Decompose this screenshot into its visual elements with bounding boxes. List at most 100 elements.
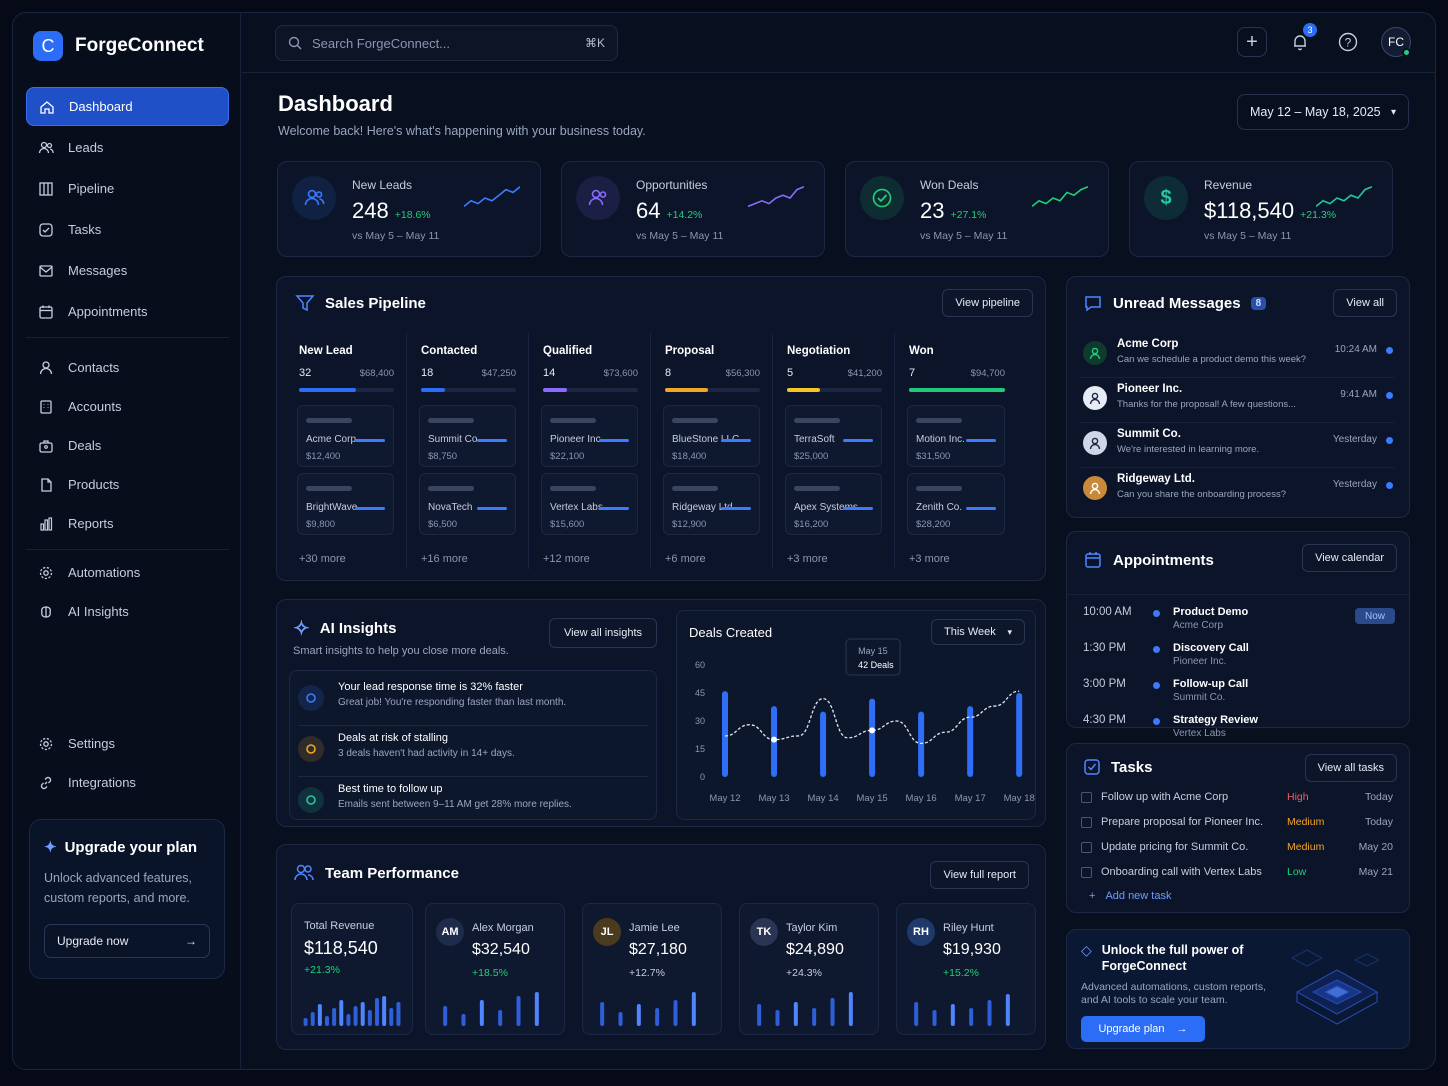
view-pipeline-button[interactable]: View pipeline <box>942 289 1033 317</box>
help-button[interactable]: ? <box>1333 27 1363 57</box>
team-member-card[interactable]: AM Alex Morgan $32,540 +18.5% <box>425 903 565 1035</box>
user-avatar[interactable]: FC <box>1381 27 1411 57</box>
view-calendar-button[interactable]: View calendar <box>1302 544 1397 572</box>
task-checkbox[interactable] <box>1081 842 1092 853</box>
sidebar-item-tasks[interactable]: Tasks <box>26 210 229 249</box>
bar[interactable] <box>1016 693 1023 777</box>
trend-point[interactable] <box>771 736 778 743</box>
message-item[interactable]: Pioneer Inc. Thanks for the proposal! A f… <box>1081 378 1395 423</box>
logo[interactable]: C ForgeConnect <box>33 31 204 61</box>
stage-more-link[interactable]: +3 more <box>787 553 828 565</box>
bar[interactable] <box>918 711 925 777</box>
deal-card[interactable]: Summit Co. $8,750 <box>419 405 516 467</box>
stage-more-link[interactable]: +3 more <box>909 553 950 565</box>
team-member-card[interactable]: RH Riley Hunt $19,930 +15.2% <box>896 903 1036 1035</box>
message-item[interactable]: Summit Co. We're interested in learning m… <box>1081 423 1395 468</box>
task-checkbox[interactable] <box>1081 867 1092 878</box>
bar[interactable] <box>722 691 728 777</box>
mini-bar <box>303 1018 308 1026</box>
deal-value: $22,100 <box>550 451 585 462</box>
appointment-item[interactable]: 4:30 PM Strategy Review Vertex Labs <box>1081 712 1395 748</box>
task-priority: High <box>1287 791 1309 803</box>
view-all-tasks-button[interactable]: View all tasks <box>1304 754 1397 782</box>
deal-card[interactable]: NovaTech $6,500 <box>419 473 516 535</box>
sidebar-item-deals[interactable]: Deals <box>26 426 229 465</box>
appointment-time: 1:30 PM <box>1083 642 1126 654</box>
mini-bar <box>498 1010 503 1026</box>
bar[interactable] <box>967 706 974 777</box>
appointment-item[interactable]: 1:30 PM Discovery Call Pioneer Inc. <box>1081 640 1395 676</box>
view-all-insights-button[interactable]: View all insights <box>549 618 657 648</box>
sidebar-item-leads[interactable]: Leads <box>26 128 229 167</box>
deal-card[interactable]: Pioneer Inc. $22,100 <box>541 405 638 467</box>
deal-card[interactable]: Ridgeway Ltd. $12,900 <box>663 473 760 535</box>
message-item[interactable]: Ridgeway Ltd. Can you share the onboardin… <box>1081 468 1395 513</box>
deal-card[interactable]: BlueStone LLC $18,400 <box>663 405 760 467</box>
date-range-picker[interactable]: May 12 – May 18, 2025 ▾ <box>1237 94 1409 130</box>
deal-progress <box>966 507 996 510</box>
sidebar-item-automations[interactable]: Automations <box>26 553 229 592</box>
team-member-card[interactable]: TK Taylor Kim $24,890 +24.3% <box>739 903 879 1035</box>
sidebar-item-label: Settings <box>68 736 115 751</box>
upgrade-plan-button[interactable]: Upgrade plan → <box>1081 1016 1205 1042</box>
member-revenue: $32,540 <box>472 941 530 958</box>
deal-card[interactable]: BrightWave $9,800 <box>297 473 394 535</box>
task-checkbox[interactable] <box>1081 792 1092 803</box>
kpi-card-revenue[interactable]: $ Revenue $118,540 +21.3% vs May 5 – May 11 <box>1129 161 1393 257</box>
y-tick-label: 0 <box>700 772 705 782</box>
bar[interactable] <box>771 706 778 777</box>
box-icon <box>38 477 54 493</box>
bar[interactable] <box>869 698 876 777</box>
team-member-card[interactable]: JL Jamie Lee $27,180 +12.7% <box>582 903 722 1035</box>
view-full-report-button[interactable]: View full report <box>930 861 1029 889</box>
message-item[interactable]: Acme Corp Can we schedule a product demo … <box>1081 333 1395 378</box>
stage-name: Won <box>909 345 934 357</box>
deal-card[interactable]: Motion Inc. $31,500 <box>907 405 1005 467</box>
stage-more-link[interactable]: +16 more <box>421 553 468 565</box>
stage-more-link[interactable]: +30 more <box>299 553 346 565</box>
insight-item[interactable]: Your lead response time is 32% faster Gre… <box>290 675 656 726</box>
sidebar-item-products[interactable]: Products <box>26 465 229 504</box>
insight-title: Your lead response time is 32% faster <box>338 681 523 693</box>
sidebar-item-appointments[interactable]: Appointments <box>26 292 229 331</box>
kpi-card-opportunities[interactable]: Opportunities 64 +14.2% vs May 5 – May 11 <box>561 161 825 257</box>
upgrade-now-button[interactable]: Upgrade now → <box>44 924 210 958</box>
sidebar-item-contacts[interactable]: Contacts <box>26 348 229 387</box>
kpi-card-new-leads[interactable]: New Leads 248 +18.6% vs May 5 – May 11 <box>277 161 541 257</box>
stage-more-link[interactable]: +12 more <box>543 553 590 565</box>
sidebar-item-dashboard[interactable]: Dashboard <box>26 87 229 126</box>
task-checkbox[interactable] <box>1081 817 1092 828</box>
sidebar-item-accounts[interactable]: Accounts <box>26 387 229 426</box>
deal-placeholder-line <box>794 418 840 423</box>
appointment-item[interactable]: 10:00 AM Product Demo Acme Corp Now <box>1081 604 1395 640</box>
insight-item[interactable]: Deals at risk of stalling 3 deals haven't… <box>290 726 656 777</box>
stage-name: Contacted <box>421 345 478 357</box>
sidebar-item-reports[interactable]: Reports <box>26 504 229 543</box>
add-task-button[interactable]: + Add new task <box>1089 890 1171 902</box>
deal-card[interactable]: Acme Corp $12,400 <box>297 405 394 467</box>
bar[interactable] <box>820 711 827 777</box>
trend-point[interactable] <box>869 727 876 734</box>
kpi-card-won-deals[interactable]: Won Deals 23 +27.1% vs May 5 – May 11 <box>845 161 1109 257</box>
deal-card[interactable]: Zenith Co. $28,200 <box>907 473 1005 535</box>
sidebar-item-settings[interactable]: Settings <box>26 724 229 763</box>
stage-more-link[interactable]: +6 more <box>665 553 706 565</box>
deal-card[interactable]: Apex Systems $16,200 <box>785 473 882 535</box>
member-name: Taylor Kim <box>786 922 838 934</box>
chart-period-select[interactable]: This Week ▾ <box>931 619 1025 645</box>
search-input[interactable]: Search ForgeConnect... ⌘K <box>275 25 618 61</box>
appointment-item[interactable]: 3:00 PM Follow-up Call Summit Co. <box>1081 676 1395 712</box>
sidebar-item-ai-insights[interactable]: AI Insights <box>26 592 229 631</box>
sidebar-item-messages[interactable]: Messages <box>26 251 229 290</box>
view-all-messages-button[interactable]: View all <box>1333 289 1397 317</box>
add-button[interactable]: + <box>1237 27 1267 57</box>
deal-progress <box>355 507 385 510</box>
deal-card[interactable]: Vertex Labs $15,600 <box>541 473 638 535</box>
deal-card[interactable]: TerraSoft $25,000 <box>785 405 882 467</box>
insight-item[interactable]: Best time to follow up Emails sent betwee… <box>290 777 656 827</box>
notifications-button[interactable]: 3 <box>1285 23 1317 57</box>
appointments-card: Appointments View calendar 10:00 AM Produ… <box>1066 531 1410 739</box>
sidebar-item-integrations[interactable]: Integrations <box>26 763 229 802</box>
sidebar-item-pipeline[interactable]: Pipeline <box>26 169 229 208</box>
messages-title: Unread Messages <box>1113 294 1241 312</box>
